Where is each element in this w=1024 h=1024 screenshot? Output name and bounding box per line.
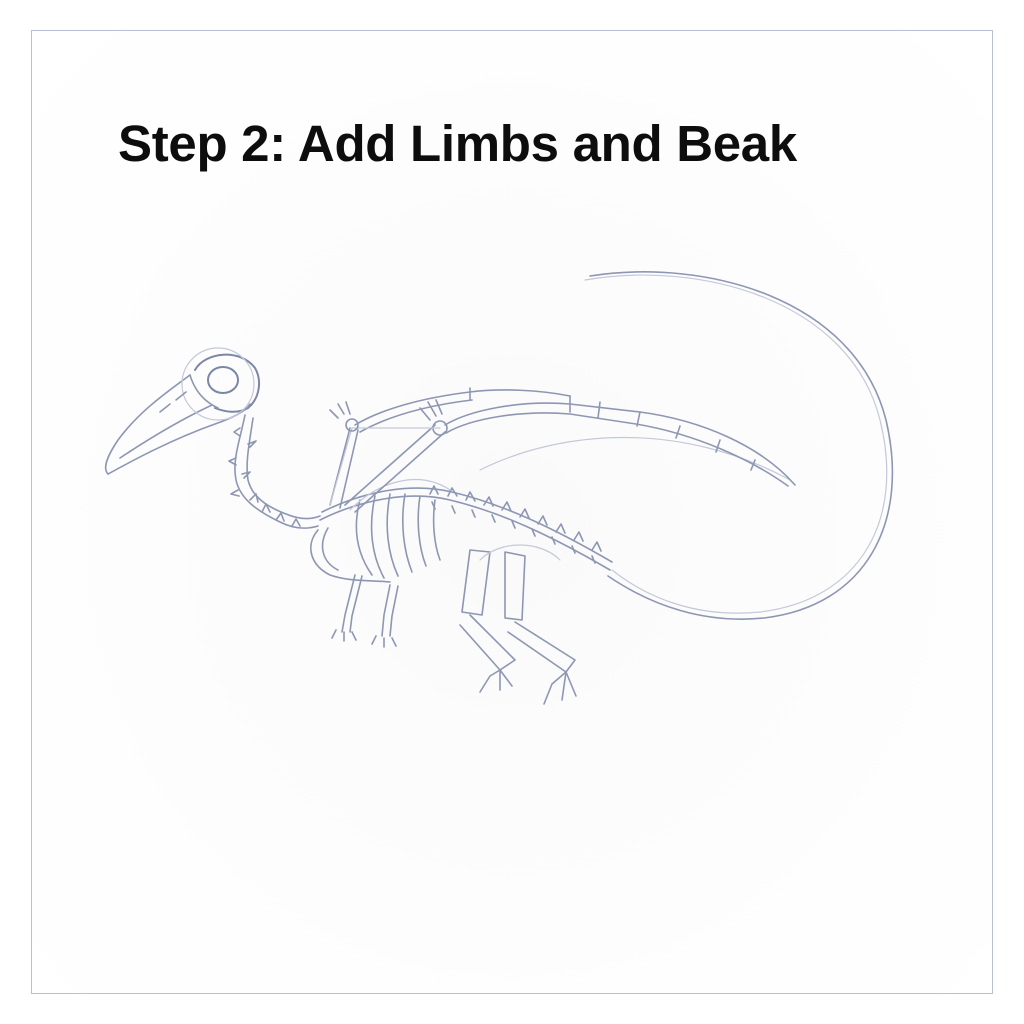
skull <box>104 347 261 475</box>
wing-arm <box>329 387 796 513</box>
tail <box>479 271 894 620</box>
neck <box>228 414 321 529</box>
hind-limbs <box>459 544 577 705</box>
front-limbs <box>310 527 399 648</box>
step-title: Step 2: Add Limbs and Beak <box>118 115 797 172</box>
ribcage <box>349 479 451 579</box>
spine <box>319 485 613 571</box>
